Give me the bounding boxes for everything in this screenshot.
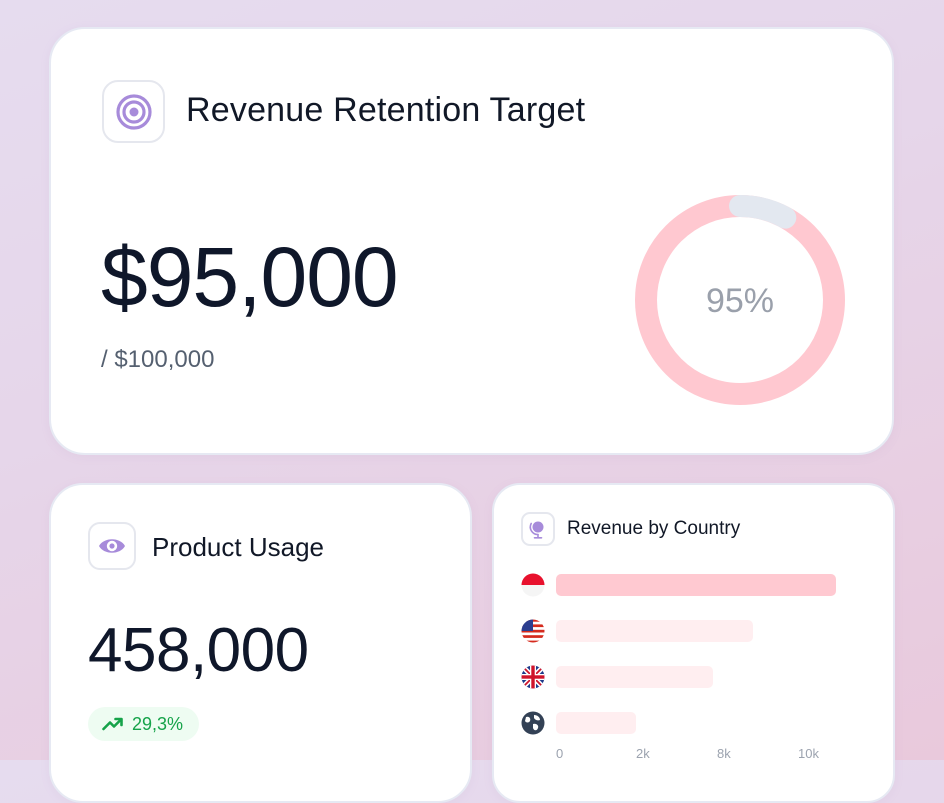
usage-value: 458,000: [88, 616, 309, 685]
card-title: Product Usage: [152, 532, 324, 562]
retention-value: $95,000: [101, 230, 399, 324]
retention-target: / $100,000: [101, 346, 215, 373]
revenue-bar: [556, 666, 713, 688]
trend-up-icon: [102, 717, 123, 731]
donut-remaining-arc: [729, 195, 797, 229]
axis-tick-label: 10k: [798, 746, 819, 761]
revenue-bar: [556, 620, 753, 642]
target-icon: [102, 80, 165, 143]
retention-percent: 95%: [706, 282, 774, 320]
uk-flag-icon: [521, 665, 545, 689]
revenue-bar: [556, 712, 636, 734]
usage-change-value: 29,3%: [132, 713, 184, 734]
retention-donut-chart: 95%: [635, 195, 845, 405]
axis-tick-label: 2k: [636, 746, 650, 761]
world-flag-icon: [521, 711, 545, 735]
indonesia-flag-icon: [521, 573, 545, 597]
revenue-retention-card: Revenue Retention Target $95,000 / $100,…: [49, 27, 894, 455]
product-usage-card: Product Usage 458,000 29,3%: [49, 483, 472, 803]
revenue-bar: [556, 574, 836, 596]
axis-tick-label: 8k: [717, 746, 731, 761]
card-title: Revenue by Country: [567, 518, 741, 539]
globe-icon: [521, 512, 555, 546]
usa-flag-icon: [521, 619, 545, 643]
usage-change-badge: 29,3%: [88, 707, 200, 741]
axis-tick-label: 0: [556, 746, 564, 761]
revenue-by-country-card: Revenue by Country: [492, 483, 895, 803]
card-title: Revenue Retention Target: [186, 91, 586, 129]
eye-icon: [88, 522, 136, 570]
